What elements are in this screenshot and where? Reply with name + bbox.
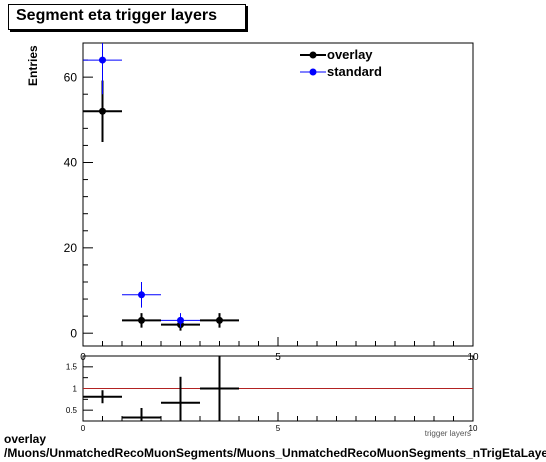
ratio-x-tick-label: 0 bbox=[81, 424, 86, 433]
ratio-x-axis-label: trigger layers bbox=[425, 429, 471, 438]
main-y-tick-label: 60 bbox=[64, 70, 78, 84]
ratio-axis-ticks: 0 5 10 0.5 1 1.5 bbox=[66, 355, 478, 433]
main-standard-point bbox=[177, 316, 184, 324]
main-y-tick-label: 20 bbox=[64, 241, 78, 255]
legend-standard-marker bbox=[309, 68, 317, 76]
main-overlay-point bbox=[216, 316, 223, 324]
main-overlay-point bbox=[99, 107, 106, 115]
legend-overlay-marker bbox=[309, 51, 317, 59]
ratio-y-tick-label: 1.5 bbox=[66, 363, 78, 372]
ratio-y-tick-label: 1 bbox=[73, 384, 78, 393]
main-y-tick-label: 40 bbox=[64, 156, 78, 170]
main-standard-point bbox=[99, 56, 106, 64]
ratio-data-marks bbox=[83, 356, 473, 421]
main-data-marks bbox=[83, 43, 239, 331]
chart-title: Segment eta trigger layers bbox=[16, 7, 217, 24]
legend-standard-label: standard bbox=[327, 64, 382, 79]
legend-overlay-label: overlay bbox=[327, 47, 373, 62]
legend: overlay standard bbox=[300, 47, 382, 79]
chart-title-box: Segment eta trigger layers bbox=[8, 4, 246, 30]
y-axis-label: Entries bbox=[26, 45, 40, 86]
ratio-x-tick-label: 10 bbox=[469, 424, 478, 433]
main-overlay-point bbox=[138, 316, 145, 324]
ratio-x-tick-label: 5 bbox=[276, 424, 281, 433]
main-y-tick-label: 0 bbox=[70, 326, 77, 340]
footer-histogram-path: /Muons/UnmatchedRecoMuonSegments/Muons_U… bbox=[4, 446, 546, 460]
main-x-tick-label: 5 bbox=[275, 352, 281, 363]
main-standard-point bbox=[138, 291, 145, 299]
footer-dataset-label: overlay bbox=[4, 432, 47, 446]
ratio-y-tick-label: 0.5 bbox=[66, 406, 78, 415]
